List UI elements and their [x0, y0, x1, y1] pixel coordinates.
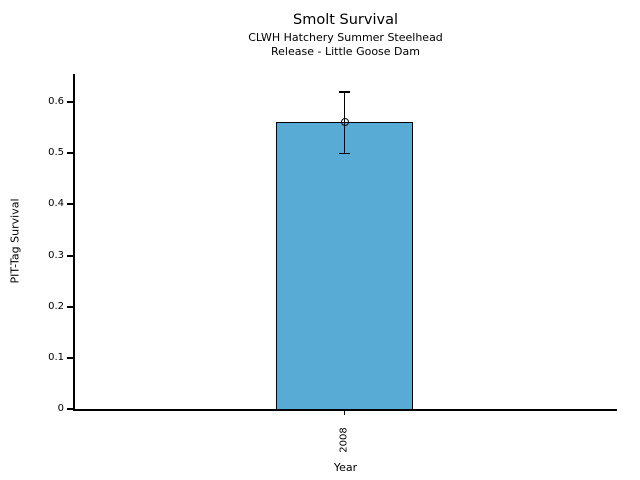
x-axis-spine: [73, 409, 617, 411]
bar-2008: [276, 122, 413, 410]
x-tick-2008: [343, 411, 345, 415]
y-axis-label: PIT-Tag Survival: [8, 198, 22, 284]
y-tick-label: 0.5: [48, 147, 64, 159]
y-tick-label: 0.6: [48, 96, 64, 107]
chart-subtitle-line2: Release - Little Goose Dam: [271, 45, 420, 58]
x-tick-label-2008: 2008: [338, 427, 350, 453]
y-tick-label: 0.3: [48, 249, 64, 261]
error-bar-cap-bottom: [339, 152, 350, 155]
chart-subtitle-line1: CLWH Hatchery Summer Steelhead: [248, 31, 443, 44]
y-tick: [67, 254, 73, 257]
y-tick-label: 0.4: [48, 198, 64, 210]
y-tick: [67, 305, 73, 308]
error-bar-cap-top: [339, 91, 350, 93]
y-tick: [67, 101, 73, 103]
y-tick: [67, 356, 73, 359]
x-axis-label: Year: [333, 461, 358, 474]
data-point-marker-icon: [340, 118, 349, 127]
chart-title: Smolt Survival: [293, 12, 398, 28]
y-tick-label: 0.2: [48, 300, 64, 312]
y-axis-spine: [73, 74, 75, 411]
y-tick: [67, 408, 73, 410]
y-tick: [67, 203, 73, 206]
y-tick: [67, 152, 73, 155]
y-tick-label: 0: [57, 403, 64, 414]
y-tick-label: 0.1: [48, 351, 64, 363]
